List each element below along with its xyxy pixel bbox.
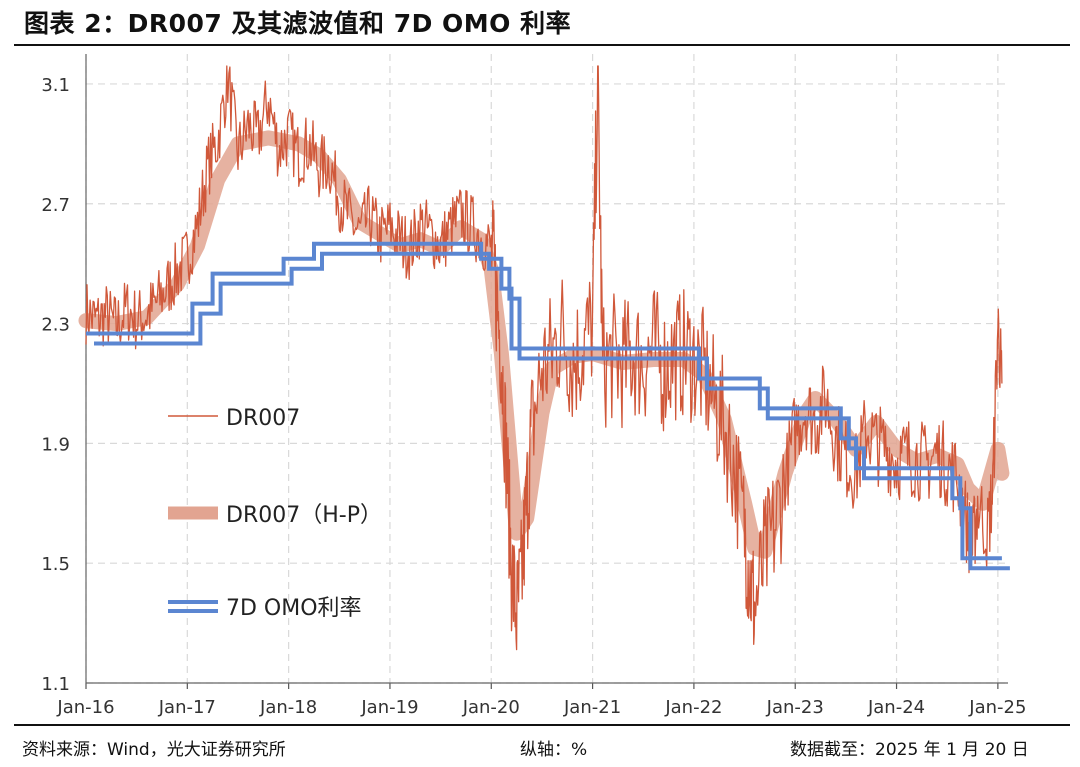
series-line-dr007 <box>85 65 1003 651</box>
series-7d-omo <box>86 241 1010 571</box>
axes <box>85 54 1008 689</box>
legend-label-7d-omo: 7D OMO利率 <box>226 596 362 621</box>
x-tick-label: Jan-16 <box>56 697 114 718</box>
series-line-7d-omo-upper <box>86 241 1002 561</box>
tick-labels: 1.1 1.5 1.9 2.3 2.7 3.1 Jan-16 Jan-17 Jan-18 Jan-… <box>41 75 1026 718</box>
y-tick-label: 1.5 <box>41 554 70 575</box>
x-tick-label: Jan-18 <box>259 697 317 718</box>
source-note: 资料来源：Wind，光大证券研究所 <box>22 740 286 760</box>
series-line-7d-omo-lower <box>94 251 1010 571</box>
y-tick-label: 3.1 <box>41 75 70 96</box>
y-tick-label: 2.7 <box>41 195 70 216</box>
chart-title: 图表 2：DR007 及其滤波值和 7D OMO 利率 <box>24 9 572 38</box>
title-divider <box>14 44 1070 46</box>
series-dr007 <box>85 65 1003 651</box>
legend-label-dr007-hp: DR007（H-P） <box>226 503 382 528</box>
data-date-note: 数据截至：2025 年 1 月 20 日 <box>790 740 1029 760</box>
x-tick-label: Jan-20 <box>462 697 520 718</box>
chart-svg: 1.1 1.5 1.9 2.3 2.7 3.1 Jan-16 Jan-17 Jan-18 Jan-… <box>41 54 1026 718</box>
x-tick-label: Jan-17 <box>158 697 216 718</box>
legend-label-dr007: DR007 <box>226 406 300 431</box>
y-tick-label: 2.3 <box>41 315 70 336</box>
x-tick-label: Jan-24 <box>867 697 925 718</box>
x-tick-label: Jan-21 <box>563 697 621 718</box>
footer-divider <box>14 724 1070 726</box>
axis-unit-note: 纵轴：% <box>520 740 588 760</box>
x-tick-label: Jan-19 <box>360 697 418 718</box>
x-tick-label: Jan-22 <box>664 697 722 718</box>
x-tick-label: Jan-25 <box>968 697 1026 718</box>
x-tick-label: Jan-23 <box>766 697 824 718</box>
legend: DR007 DR007（H-P） 7D OMO利率 <box>168 406 382 621</box>
y-tick-label: 1.9 <box>41 434 70 455</box>
y-tick-label: 1.1 <box>41 674 70 695</box>
